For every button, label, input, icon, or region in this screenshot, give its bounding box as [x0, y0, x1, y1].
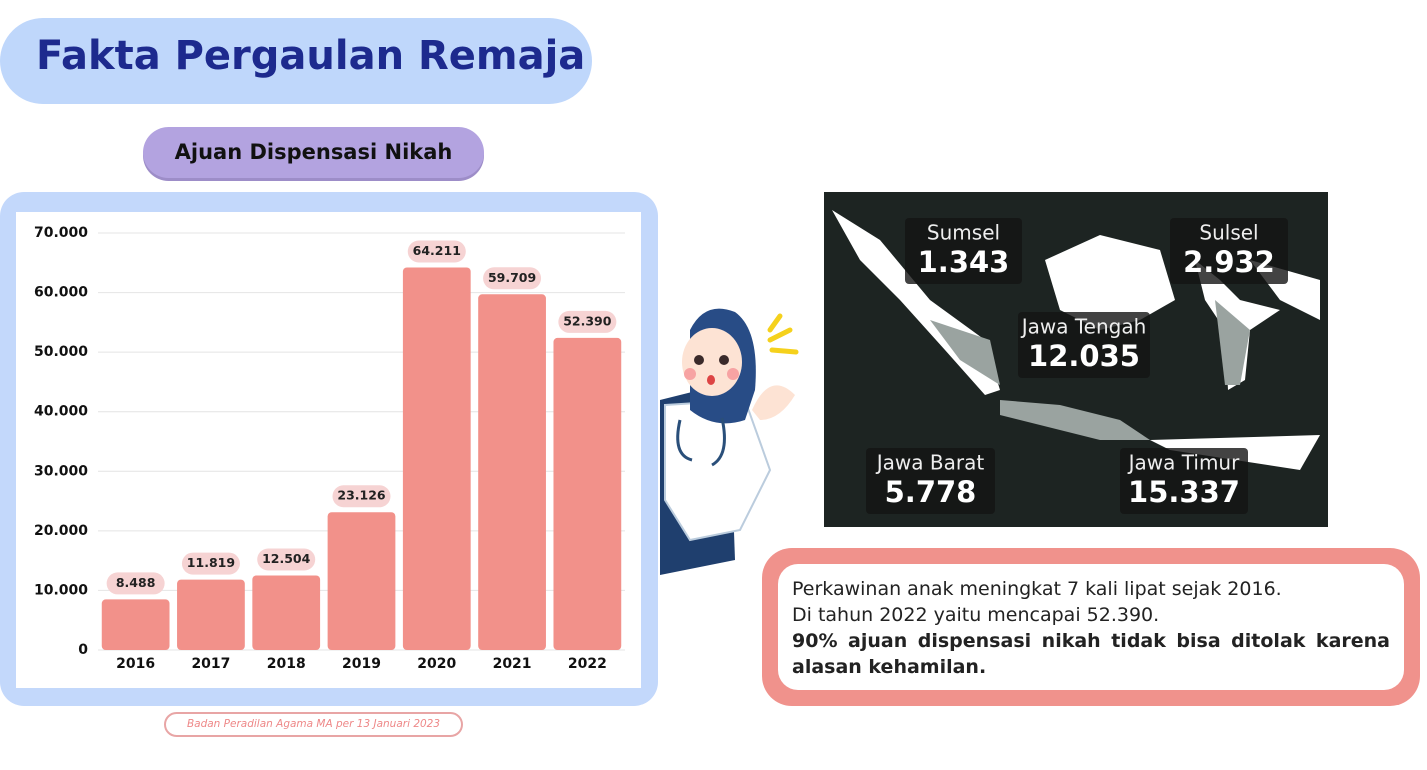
region-name: Jawa Timur — [1127, 451, 1240, 475]
x-tick-label: 2018 — [267, 656, 306, 672]
value-label: 59.709 — [488, 270, 536, 285]
y-tick-label: 50.000 — [34, 344, 88, 360]
value-label-bg — [407, 240, 466, 263]
value-label: 12.504 — [262, 551, 311, 566]
y-tick-label: 30.000 — [34, 463, 88, 479]
bar — [402, 267, 471, 650]
x-tick-label: 2022 — [568, 656, 607, 672]
region-value: 12.035 — [1028, 339, 1140, 373]
region-name: Sulsel — [1199, 221, 1258, 245]
value-label-bg — [483, 267, 542, 290]
region-name: Sumsel — [927, 221, 1000, 245]
illustration — [660, 308, 799, 575]
value-label: 64.211 — [413, 243, 461, 258]
y-tick-label: 60.000 — [34, 285, 88, 301]
note-text: Perkawinan anak meningkat 7 kali lipat s… — [778, 564, 1404, 690]
note-line: Di tahun 2022 yaitu mencapai 52.390. — [792, 604, 1160, 626]
bar — [177, 579, 245, 650]
x-tick-label: 2017 — [191, 656, 230, 672]
x-tick-label: 2016 — [116, 656, 155, 672]
region-box — [1120, 448, 1248, 514]
x-tick-label: 2020 — [417, 656, 456, 672]
y-tick-label: 20.000 — [34, 523, 88, 539]
value-label-bg — [181, 552, 240, 575]
region-value: 2.932 — [1183, 245, 1275, 279]
bar — [252, 575, 321, 650]
value-label: 52.390 — [563, 313, 612, 328]
value-label-bg — [257, 548, 316, 571]
bar — [327, 512, 396, 650]
value-label: 8.488 — [116, 575, 156, 590]
x-tick-label: 2019 — [342, 656, 381, 672]
region-value: 5.778 — [885, 475, 977, 509]
region-box — [905, 218, 1022, 284]
y-tick-label: 40.000 — [34, 404, 88, 420]
region-box — [1018, 312, 1150, 378]
region-name: Jawa Barat — [875, 451, 985, 475]
x-tick-label: 2021 — [493, 656, 532, 672]
region-value: 1.343 — [918, 245, 1010, 279]
chart-title: Ajuan Dispensasi Nikah — [143, 127, 484, 178]
region-box — [1170, 218, 1288, 284]
value-label-bg — [106, 572, 165, 595]
y-tick-label: 0 — [78, 642, 88, 658]
value-label-bg — [558, 310, 617, 333]
chart-source: Badan Peradilan Agama MA per 13 Januari … — [164, 712, 463, 737]
region-value: 15.337 — [1128, 475, 1240, 509]
note-line: Perkawinan anak meningkat 7 kali lipat s… — [792, 578, 1282, 600]
region-name: Jawa Tengah — [1020, 315, 1147, 339]
value-label: 23.126 — [337, 488, 386, 503]
bar — [553, 337, 622, 650]
bar — [101, 599, 170, 650]
y-tick-label: 10.000 — [34, 582, 88, 598]
region-box — [866, 448, 995, 514]
note-box: Perkawinan anak meningkat 7 kali lipat s… — [762, 548, 1420, 706]
bar — [478, 294, 546, 650]
value-label: 11.819 — [187, 555, 235, 570]
page-title: Fakta Pergaulan Remaja — [0, 18, 592, 104]
note-emphasis: 90% ajuan dispensasi nikah tidak bisa di… — [792, 630, 1390, 678]
value-label-bg — [332, 485, 391, 508]
y-tick-label: 70.000 — [34, 225, 88, 241]
